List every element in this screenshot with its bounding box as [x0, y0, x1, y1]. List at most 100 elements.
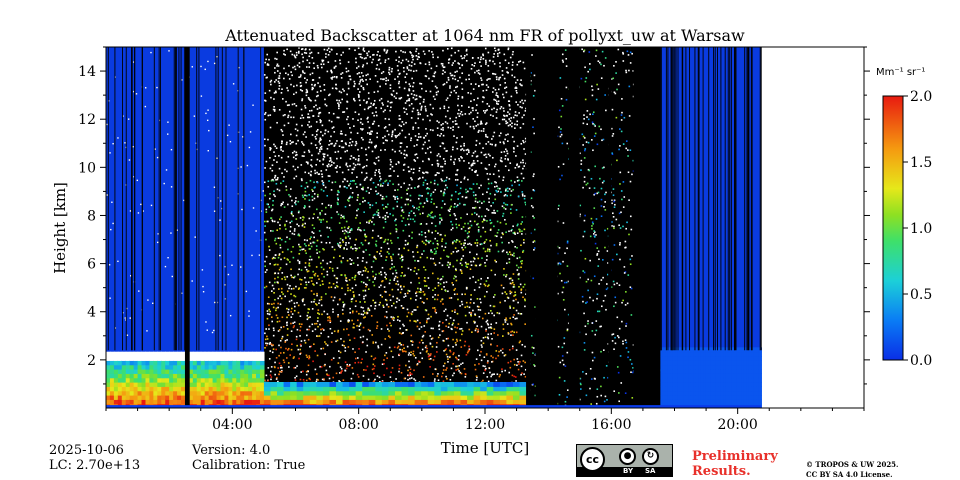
noise-pixel: [511, 64, 514, 66]
noise-pixel: [430, 212, 432, 214]
noise-pixel: [360, 137, 363, 139]
noise-pixel: [330, 358, 333, 361]
noise-pixel: [457, 198, 459, 200]
noise-pixel: [343, 248, 345, 250]
noise-pixel: [442, 369, 445, 371]
noise-pixel: [271, 303, 273, 306]
noise-pixel: [521, 372, 523, 374]
noise-pixel: [349, 165, 351, 167]
noise-pixel: [377, 214, 380, 217]
noise-pixel: [275, 242, 278, 245]
noise-pixel: [622, 342, 624, 345]
noise-pixel: [421, 87, 423, 90]
noise-pixel: [476, 155, 479, 157]
noise-pixel: [504, 203, 507, 206]
noise-pixel: [491, 72, 494, 75]
noise-pixel: [299, 89, 302, 91]
noise-pixel: [304, 105, 306, 107]
noise-pixel: [361, 358, 363, 360]
noise-pixel: [511, 347, 514, 350]
noise-pixel: [358, 271, 360, 273]
noise-pixel: [286, 258, 289, 260]
noise-pixel: [534, 365, 536, 367]
noise-pixel: [513, 283, 515, 286]
noise-pixel: [264, 61, 267, 64]
noise-pixel: [589, 259, 591, 262]
noise-pixel: [417, 136, 420, 138]
noise-pixel: [298, 357, 300, 360]
noise-pixel: [307, 162, 309, 165]
noise-pixel: [368, 192, 371, 194]
noise-pixel: [443, 192, 446, 195]
noise-pixel: [478, 200, 481, 203]
noise-pixel: [356, 209, 358, 212]
noise-pixel: [316, 354, 319, 357]
noise-pixel: [523, 165, 526, 167]
noise-pixel: [478, 187, 481, 189]
noise-pixel: [445, 338, 448, 340]
noise-pixel: [493, 328, 496, 330]
noise-pixel: [480, 65, 482, 67]
noise-pixel: [522, 123, 525, 125]
noise-pixel: [566, 142, 569, 145]
noise-pixel: [304, 190, 307, 193]
noise-pixel: [445, 375, 447, 378]
noise-pixel: [515, 380, 517, 382]
noise-pixel: [465, 78, 467, 81]
noise-pixel: [301, 194, 304, 197]
noise-pixel: [302, 378, 305, 381]
noise-pixel: [282, 150, 284, 152]
noise-pixel: [432, 307, 434, 309]
noise-pixel: [482, 342, 485, 345]
noise-pixel: [282, 201, 284, 204]
noise-pixel: [266, 63, 269, 65]
noise-pixel: [399, 327, 402, 330]
noise-pixel: [460, 155, 462, 158]
noise-pixel: [307, 370, 310, 373]
noise-pixel: [520, 354, 523, 357]
noise-pixel: [406, 198, 408, 201]
noise-pixel: [461, 195, 464, 198]
noise-pixel: [453, 277, 455, 280]
noise-pixel: [618, 392, 620, 394]
noise-pixel: [494, 193, 496, 196]
noise-pixel: [316, 294, 318, 297]
noise-pixel: [613, 283, 616, 286]
noise-pixel: [315, 104, 317, 107]
noise-pixel: [468, 106, 470, 108]
noise-pixel: [518, 112, 520, 114]
noise-pixel: [506, 150, 508, 152]
noise-pixel: [448, 58, 451, 60]
noise-pixel: [207, 60, 209, 63]
noise-pixel: [362, 326, 365, 329]
noise-pixel: [350, 180, 352, 182]
noise-pixel: [467, 243, 469, 245]
noise-pixel: [275, 58, 278, 60]
noise-pixel: [354, 183, 357, 185]
noise-pixel: [426, 69, 429, 72]
noise-pixel: [386, 367, 388, 370]
noise-pixel: [277, 380, 279, 383]
noise-pixel: [418, 282, 421, 284]
noise-pixel: [308, 205, 311, 208]
noise-pixel: [372, 275, 375, 278]
noise-pixel: [339, 59, 341, 62]
noise-pixel: [410, 177, 412, 179]
noise-pixel: [417, 117, 420, 120]
noise-pixel: [320, 170, 323, 172]
noise-pixel: [476, 201, 479, 204]
noise-pixel: [322, 63, 325, 66]
noise-pixel: [268, 303, 271, 305]
noise-pixel: [511, 136, 514, 138]
noise-pixel: [394, 78, 396, 80]
noise-pixel: [399, 97, 401, 100]
noise-pixel: [297, 311, 300, 314]
noise-pixel: [249, 131, 252, 133]
noise-pixel: [480, 301, 482, 304]
noise-pixel: [402, 123, 405, 126]
noise-pixel: [420, 289, 422, 291]
noise-pixel: [330, 77, 333, 79]
noise-pixel: [294, 68, 297, 71]
noise-pixel: [482, 226, 484, 229]
noise-pixel: [280, 204, 282, 207]
